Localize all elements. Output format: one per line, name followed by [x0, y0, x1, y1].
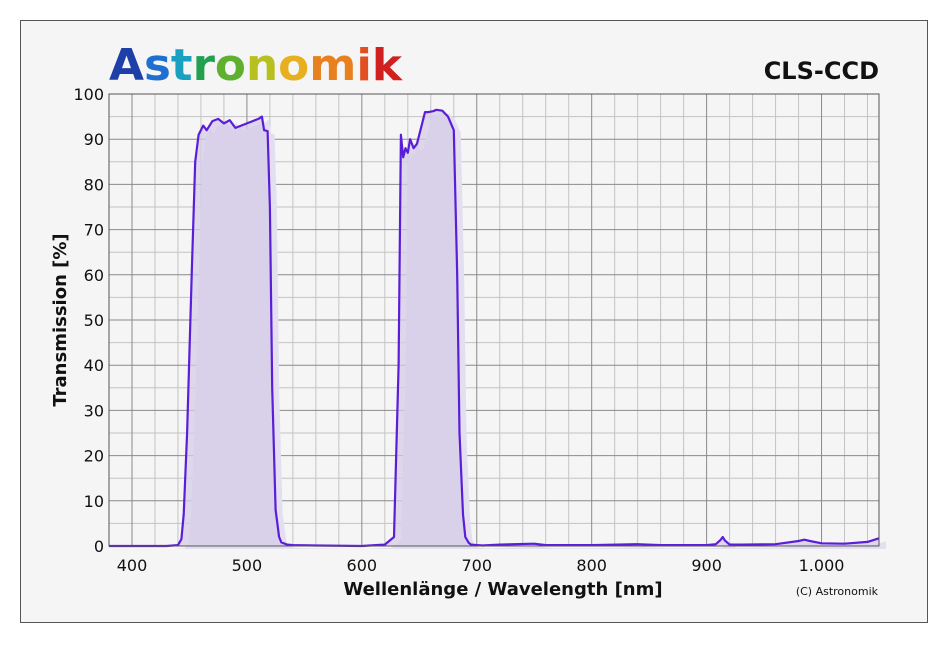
transmission-curve — [109, 108, 880, 548]
y-tick-label: 30 — [84, 401, 104, 420]
logo-letter: A — [109, 40, 144, 91]
transmission-fill — [109, 109, 879, 547]
x-tick-label: 900 — [691, 556, 722, 575]
logo-letter: i — [356, 40, 372, 91]
logo-letter: n — [246, 40, 278, 91]
y-axis-title: Transmission [%] — [50, 233, 71, 406]
y-tick-label: 60 — [84, 266, 104, 285]
y-tick-label: 10 — [84, 492, 104, 511]
x-axis-title: Wellenlänge / Wavelength [nm] — [343, 579, 662, 600]
logo-letter: t — [171, 40, 193, 91]
y-tick-label: 90 — [84, 130, 104, 149]
logo-letter: r — [193, 40, 216, 91]
y-tick-label: 0 — [94, 537, 104, 556]
chart-title: CLS-CCD — [764, 57, 879, 85]
y-tick-label: 20 — [84, 447, 104, 466]
logo-letter: k — [372, 40, 404, 91]
astronomik-logo: Astronomik — [109, 40, 404, 91]
y-tick-label: 40 — [84, 356, 104, 375]
plot-border — [108, 93, 880, 547]
x-tick-labels: 400 500 600 700 800 900 1.000 — [117, 556, 845, 575]
x-tick-label: 700 — [461, 556, 492, 575]
chart-frame: 400 500 600 700 800 900 1.000 0 10 20 30 40 50 60 70 8… — [20, 20, 928, 623]
y-tick-label: 50 — [84, 311, 104, 330]
y-tick-label: 80 — [84, 175, 104, 194]
transmission-chart: 400 500 600 700 800 900 1.000 0 10 20 30 40 50 60 70 8… — [50, 40, 886, 600]
x-tick-label: 500 — [232, 556, 263, 575]
y-tick-label: 70 — [84, 221, 104, 240]
logo-letter: o — [215, 40, 246, 91]
logo-letter: m — [309, 40, 356, 91]
x-tick-label: 800 — [576, 556, 607, 575]
logo-letter: s — [144, 40, 171, 91]
x-tick-label: 400 — [117, 556, 148, 575]
y-tick-label: 100 — [73, 85, 104, 104]
copyright-text: (C) Astronomik — [796, 585, 879, 598]
y-tick-labels: 0 10 20 30 40 50 60 70 80 90 100 — [73, 85, 104, 556]
x-tick-label: 1.000 — [799, 556, 845, 575]
logo-letter: o — [278, 40, 309, 91]
x-tick-label: 600 — [347, 556, 378, 575]
